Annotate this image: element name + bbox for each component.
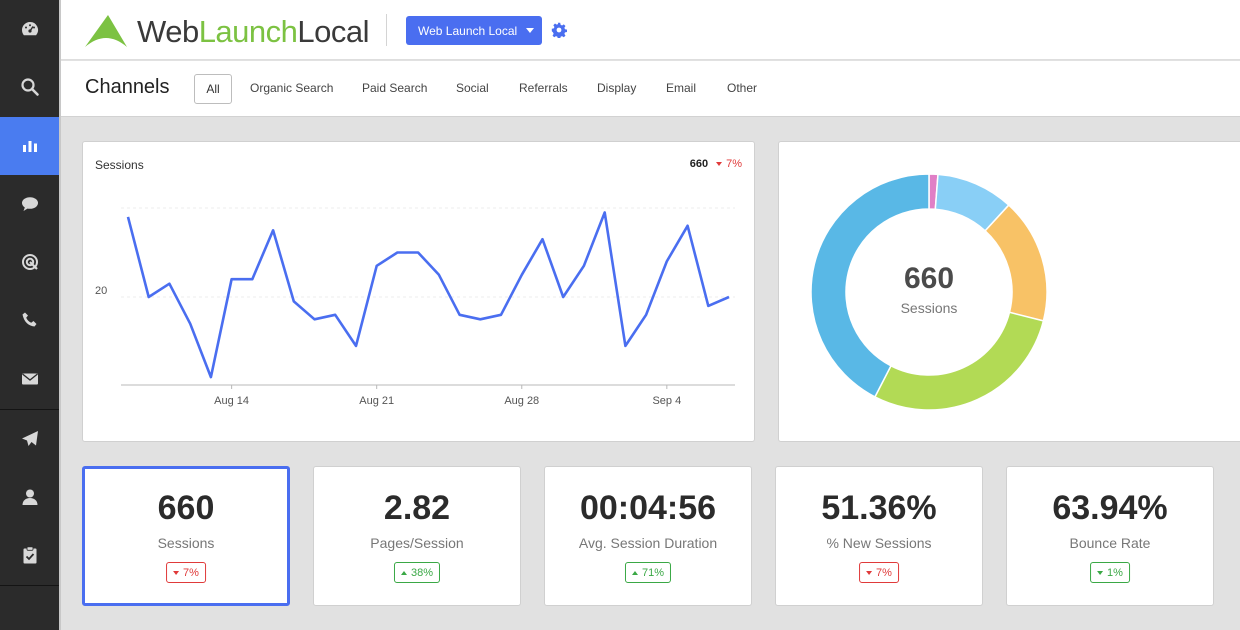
- metric-change-badge: 38%: [393, 562, 441, 583]
- metric-change-badge: 71%: [624, 562, 672, 583]
- sessions-series-line: [126, 211, 730, 379]
- metric-value: 00:04:56: [579, 489, 717, 527]
- tab-all[interactable]: All: [194, 74, 232, 104]
- sessions-donut-chart: [810, 173, 1048, 411]
- sidebar-item-user[interactable]: [0, 468, 59, 526]
- metric-label: Bounce Rate: [1069, 535, 1151, 551]
- metric-card-sessions[interactable]: 660 Sessions 7%: [82, 466, 290, 606]
- metric-change-badge: 7%: [859, 562, 899, 583]
- sidebar-divider: [0, 409, 59, 410]
- bar-chart-icon: [22, 141, 37, 152]
- sidebar-item-target[interactable]: [0, 233, 59, 291]
- sidebar-item-reports[interactable]: [0, 117, 59, 175]
- metric-change: 71%: [641, 566, 665, 579]
- metric-change: 7%: [876, 566, 892, 579]
- metric-label: Pages/Session: [370, 535, 464, 551]
- logo-mark-icon: [85, 15, 127, 47]
- chart-total: 660 7%: [690, 158, 742, 170]
- channels-bar: Channels All Organic Search Paid Search …: [61, 61, 1240, 117]
- sessions-line-chart-card: Sessions 660 7% 20 Aug 14 Aug 21 Aug 28 Sep…: [82, 141, 755, 442]
- tab-social[interactable]: Social: [456, 81, 489, 95]
- metric-value: 660: [157, 489, 215, 527]
- donut-value: 660: [903, 262, 955, 295]
- sidebar-item-tasks[interactable]: [0, 526, 59, 584]
- metric-label: Sessions: [157, 535, 215, 551]
- sidebar-divider: [0, 585, 59, 586]
- y-tick-label: 20: [95, 285, 107, 297]
- user-icon: [22, 489, 37, 505]
- sessions-line-chart: 20 Aug 14 Aug 21 Aug 28 Sep 4: [95, 207, 735, 407]
- caret-down-icon: [1097, 570, 1104, 575]
- sidebar-item-send[interactable]: [0, 410, 59, 468]
- clipboard-icon: [23, 546, 36, 564]
- caret-down-icon: [526, 28, 535, 33]
- logo[interactable]: WebLaunchLocal: [81, 12, 370, 50]
- sidebar-item-email[interactable]: [0, 350, 59, 408]
- metric-change: 1%: [1107, 566, 1123, 579]
- chart-total-change: 7%: [726, 158, 742, 170]
- tab-display[interactable]: Display: [597, 81, 637, 95]
- page-title: Channels: [85, 76, 170, 98]
- chart-label: Sessions: [95, 158, 144, 172]
- caret-up-icon: [631, 570, 638, 575]
- metric-label: % New Sessions: [826, 535, 932, 551]
- donut-label: Sessions: [900, 300, 958, 316]
- paper-plane-icon: [21, 431, 38, 446]
- sidebar-item-chat[interactable]: [0, 175, 59, 233]
- tab-organic-search[interactable]: Organic Search: [250, 81, 334, 95]
- gear-icon[interactable]: [551, 22, 567, 38]
- caret-down-icon: [716, 162, 723, 166]
- site-selector-label: Web Launch Local: [418, 23, 518, 38]
- donut-slice[interactable]: [810, 173, 930, 398]
- logo-launch: Launch: [198, 13, 298, 49]
- metric-card-avg-session-duration[interactable]: 00:04:56 Avg. Session Duration 71%: [544, 466, 752, 606]
- metric-value: 63.94%: [1052, 489, 1168, 527]
- sidebar-item-phone[interactable]: [0, 291, 59, 349]
- top-header: WebLaunchLocal Web Launch Local: [61, 0, 1240, 60]
- tab-email[interactable]: Email: [666, 81, 697, 95]
- caret-up-icon: [400, 570, 407, 575]
- x-tick-label: Aug 14: [214, 395, 249, 407]
- logo-local: Local: [297, 13, 370, 49]
- caret-down-icon: [866, 570, 873, 575]
- x-tick-label: Sep 4: [652, 395, 681, 407]
- metric-change-badge: 1%: [1090, 562, 1130, 583]
- dashboard-icon: [21, 21, 38, 36]
- logo-text: WebLaunchLocal: [137, 13, 370, 49]
- metric-change-badge: 7%: [166, 562, 206, 583]
- chat-icon: [21, 197, 38, 211]
- tab-paid-search[interactable]: Paid Search: [362, 81, 428, 95]
- metric-label: Avg. Session Duration: [578, 535, 718, 551]
- metric-change: 7%: [183, 566, 199, 579]
- sessions-donut-card: 660 Sessions: [778, 141, 1240, 442]
- metric-value: 51.36%: [821, 489, 937, 527]
- sidebar-item-dashboard[interactable]: [0, 0, 59, 58]
- tab-referrals[interactable]: Referrals: [519, 81, 568, 95]
- x-tick-label: Aug 21: [359, 395, 394, 407]
- header-separator: [386, 14, 387, 46]
- tab-other[interactable]: Other: [727, 81, 758, 95]
- metric-card-bounce-rate[interactable]: 63.94% Bounce Rate 1%: [1006, 466, 1214, 606]
- logo-web: Web: [137, 13, 199, 49]
- sidebar-item-search[interactable]: [0, 58, 59, 116]
- search-icon: [20, 78, 39, 96]
- x-tick-label: Aug 28: [504, 395, 539, 407]
- phone-icon: [22, 312, 36, 327]
- sidebar: [0, 0, 59, 630]
- chart-total-value: 660: [689, 158, 709, 170]
- metric-card-pages-session[interactable]: 2.82 Pages/Session 38%: [313, 466, 521, 606]
- metric-value: 2.82: [383, 489, 451, 527]
- site-selector-button[interactable]: Web Launch Local: [406, 16, 542, 45]
- donut-slice[interactable]: [984, 204, 1048, 322]
- envelope-icon: [21, 373, 38, 385]
- caret-down-icon: [173, 570, 180, 575]
- target-icon: [21, 254, 38, 270]
- sidebar-edge: [59, 0, 61, 630]
- metric-change: 38%: [410, 566, 434, 579]
- donut-slice[interactable]: [873, 311, 1045, 411]
- metric-card-new-sessions[interactable]: 51.36% % New Sessions 7%: [775, 466, 983, 606]
